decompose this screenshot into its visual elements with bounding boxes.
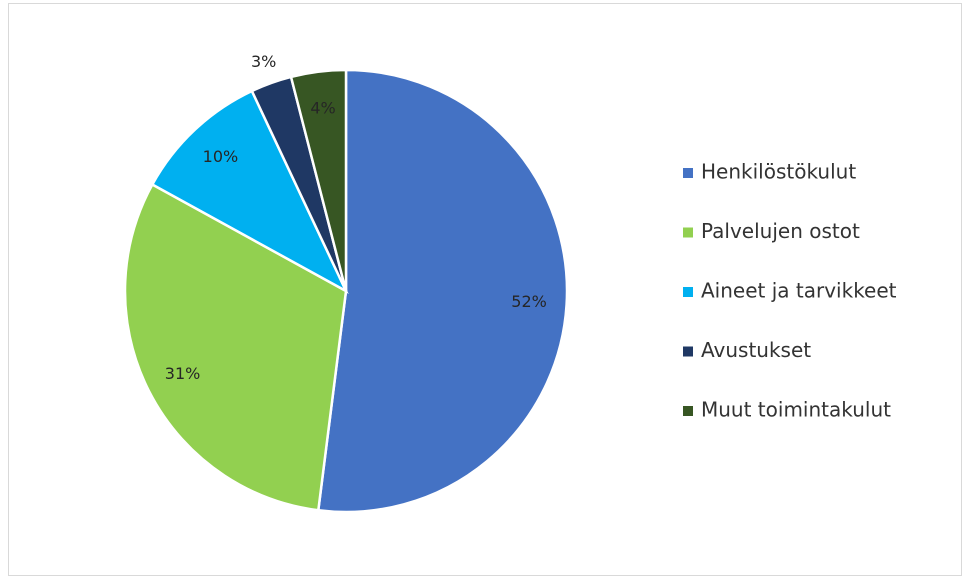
data-label: 31% bbox=[165, 364, 201, 383]
legend-swatch bbox=[683, 406, 693, 416]
legend-label: Henkilöstökulut bbox=[701, 160, 856, 184]
pie-slice bbox=[123, 182, 348, 512]
data-label: 52% bbox=[511, 292, 547, 311]
legend-label: Avustukset bbox=[701, 338, 811, 362]
data-label: 10% bbox=[203, 147, 239, 166]
legend-label: Aineet ja tarvikkeet bbox=[701, 279, 897, 303]
legend-swatch bbox=[683, 287, 693, 297]
data-label: 3% bbox=[251, 52, 276, 71]
pie-slice bbox=[150, 89, 349, 294]
pie-slice bbox=[289, 68, 348, 292]
legend-swatch bbox=[683, 346, 693, 357]
legend-swatch bbox=[683, 227, 693, 238]
legend-label: Muut toimintakulut bbox=[701, 398, 891, 422]
legend-swatch bbox=[683, 168, 693, 178]
legend-label: Palvelujen ostot bbox=[701, 219, 860, 243]
pie-slice bbox=[316, 68, 569, 514]
data-label: 4% bbox=[310, 99, 335, 118]
